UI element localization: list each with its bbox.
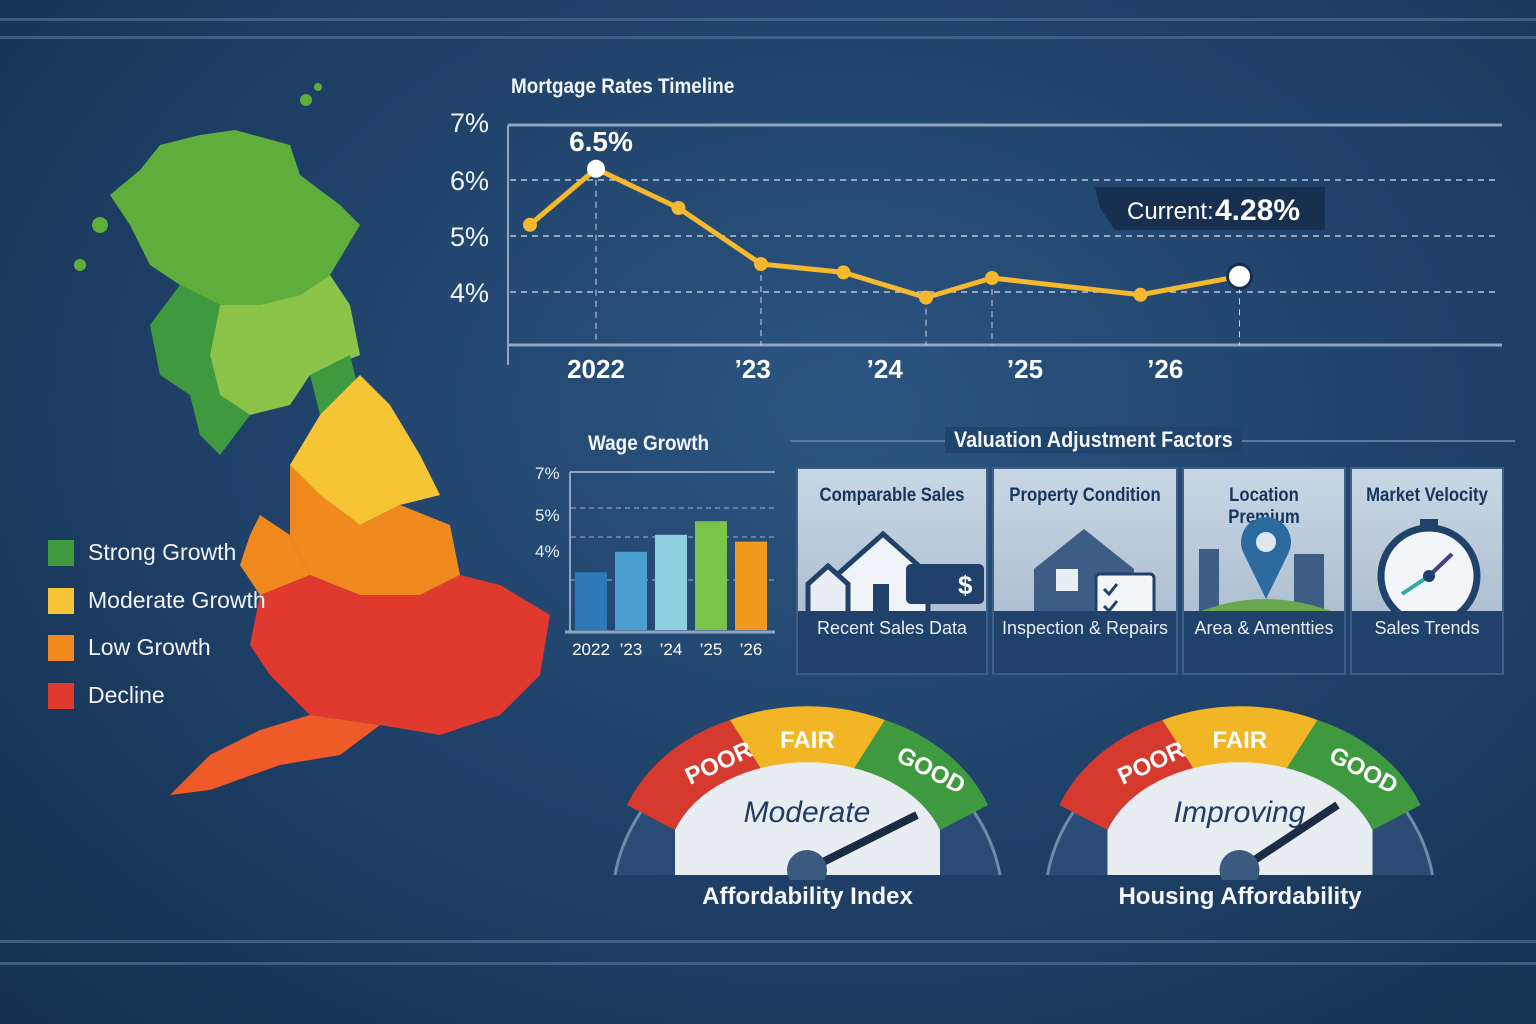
gauge-zone-fair: FAIR — [780, 727, 835, 754]
region-scotland-west — [150, 285, 250, 455]
svg-text:$: $ — [958, 570, 973, 600]
region-north-england — [290, 375, 440, 525]
affordability-index-gauge: POOR FAIR GOOD Moderate Affordability In… — [605, 690, 1010, 930]
wage-growth-chart: 4% 5% 7% 2022 ’23 ’24 ’25 ’26 — [535, 464, 775, 659]
factor-card-property-condition: Property Condition Inspection & Repairs — [992, 467, 1178, 675]
data-point — [523, 217, 537, 232]
x-tick-label: 2022 — [567, 354, 625, 384]
y-tick-label: 7% — [535, 464, 560, 483]
y-tick-label: 7% — [450, 108, 489, 138]
y-tick-label: 6% — [450, 166, 489, 196]
card-description: Inspection & Repairs — [994, 611, 1176, 673]
gauge-reading: Improving — [1174, 796, 1306, 829]
frame-line — [0, 962, 1536, 965]
card-title: Comparable Sales — [819, 485, 965, 506]
card-title: Property Condition — [1009, 485, 1161, 506]
gauge-dial: POOR FAIR GOOD Improving — [1046, 706, 1434, 890]
legend-label: Moderate Growth — [88, 587, 266, 613]
wage-bar — [735, 541, 767, 630]
x-tick-label: ’26 — [740, 640, 763, 659]
legend-label: Strong Growth — [88, 539, 237, 565]
data-point — [836, 265, 851, 280]
y-tick-label: 4% — [450, 278, 489, 308]
factor-card-market-velocity: Market Velocity Sales Trends — [1350, 467, 1504, 675]
legend-swatch — [48, 587, 74, 614]
x-tick-label: ’23 — [620, 640, 643, 659]
x-tick-label: 2022 — [572, 640, 610, 659]
legend-label: Decline — [88, 682, 165, 708]
data-point — [671, 201, 686, 215]
legend-decline: Decline — [48, 682, 165, 709]
card-description: Area & Amentties — [1184, 611, 1344, 673]
data-point — [587, 159, 605, 178]
checklist-house-icon — [1034, 529, 1156, 614]
stopwatch-icon — [1377, 519, 1481, 614]
gauge-dial: POOR FAIR GOOD Moderate — [613, 706, 1002, 890]
gauge-zone-fair: FAIR — [1213, 727, 1268, 754]
gauge-label: Affordability Index — [702, 883, 913, 910]
y-tick-label: 4% — [535, 542, 560, 561]
x-tick-label: ’25 — [1007, 354, 1043, 384]
current-label: Current: — [1127, 198, 1214, 225]
factors-title: Valuation Adjustment Factors — [945, 427, 1242, 453]
data-point — [1226, 262, 1253, 290]
gauge-reading: Moderate — [744, 796, 871, 829]
region-scotland-south — [210, 275, 360, 415]
frame-line — [0, 36, 1536, 39]
card-title: Market Velocity — [1366, 485, 1488, 506]
data-point — [1133, 287, 1148, 302]
data-point — [754, 257, 768, 271]
location-pin-icon — [1194, 517, 1339, 614]
current-value: 4.28% — [1215, 194, 1300, 227]
legend-low-growth: Low Growth — [48, 634, 211, 661]
x-tick-label: ’24 — [867, 354, 904, 384]
peak-label: 6.5% — [569, 126, 633, 157]
region-midlands — [290, 465, 460, 595]
data-point — [919, 290, 933, 305]
x-tick-label: ’23 — [735, 354, 771, 384]
housing-affordability-gauge: POOR FAIR GOOD Improving Housing Afforda… — [1035, 690, 1445, 930]
legend-swatch — [48, 682, 74, 709]
current-callout-bg — [1095, 187, 1325, 230]
x-tick-label: ’26 — [1147, 354, 1183, 384]
gauge-needle — [805, 811, 919, 874]
wage-bar — [575, 572, 607, 630]
legend-swatch — [48, 634, 74, 661]
y-tick-label: 5% — [450, 222, 489, 252]
gauge-label: Housing Affordability — [1118, 883, 1362, 910]
region-south-west — [170, 715, 380, 795]
y-tick-label: 5% — [535, 506, 560, 525]
wage-bar — [695, 521, 727, 630]
legend-moderate-growth: Moderate Growth — [48, 587, 266, 614]
legend-swatch — [48, 539, 74, 566]
wage-bar — [615, 551, 647, 630]
wage-bar — [655, 534, 687, 630]
factor-card-location-premium: Location Premium Area & Amentties — [1182, 467, 1346, 675]
mortgage-chart-title: Mortgage Rates Timeline — [511, 75, 735, 98]
card-description: Sales Trends — [1352, 611, 1502, 673]
region-wales — [240, 515, 310, 595]
region-scotland-north — [110, 130, 360, 305]
frame-line — [0, 940, 1536, 943]
region-wales-south — [250, 575, 550, 735]
data-point — [985, 271, 999, 285]
house-price-icon: $ — [805, 530, 984, 614]
wage-chart-title: Wage Growth — [588, 432, 710, 455]
factor-card-comparable-sales: Comparable Sales $ Recent Sales Data — [796, 467, 988, 675]
legend-label: Low Growth — [88, 634, 211, 660]
frame-line — [0, 18, 1536, 21]
x-tick-label: ’24 — [660, 640, 683, 659]
uk-growth-map — [74, 83, 550, 795]
x-tick-label: ’25 — [700, 640, 723, 659]
legend-strong-growth: Strong Growth — [48, 539, 236, 566]
card-description: Recent Sales Data — [798, 611, 986, 673]
mortgage-rates-chart: 4% 5% 6% 7% 2022 ’23 ’24 ’25 ’26 6.5% Current: 4.28… — [450, 108, 1502, 384]
